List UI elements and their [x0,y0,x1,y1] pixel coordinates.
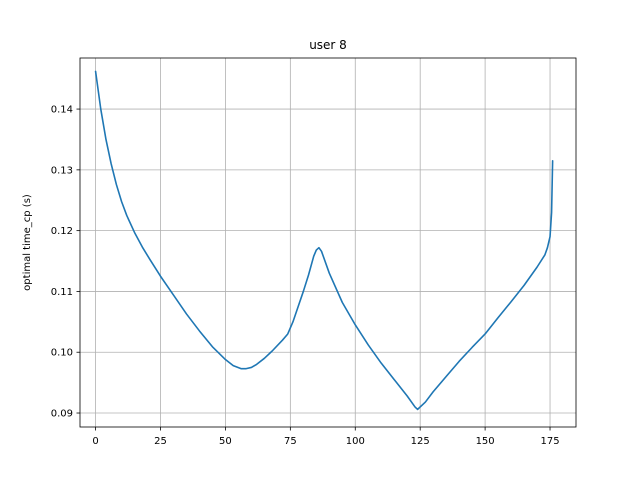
y-tick-label: 0.13 [51,165,73,176]
x-axis-ticks: 0 25 50 75 100 125 150 175 [92,427,560,447]
series-group [94,70,554,411]
x-tick-label: 150 [476,436,495,447]
chart-title: user 8 [309,38,347,52]
y-tick-label: 0.09 [51,409,73,420]
grid-lines [80,58,576,427]
x-tick-label: 125 [411,436,430,447]
y-tick-label: 0.12 [51,226,73,237]
x-tick-label: 75 [284,436,297,447]
x-tick-label: 100 [346,436,365,447]
x-tick-label: 50 [219,436,232,447]
y-tick-label: 0.10 [51,348,73,359]
plot-frame [79,57,577,428]
y-tick-label: 0.14 [51,105,73,116]
y-axis-label: optimal time_cp (s) [22,194,33,291]
x-tick-label: 0 [92,436,98,447]
x-tick-label: 25 [154,436,167,447]
y-axis-ticks: 0.09 0.10 0.11 0.12 0.13 0.14 [51,105,80,420]
y-tick-label: 0.11 [51,287,73,298]
x-tick-label: 175 [540,436,559,447]
series-line [94,70,554,411]
